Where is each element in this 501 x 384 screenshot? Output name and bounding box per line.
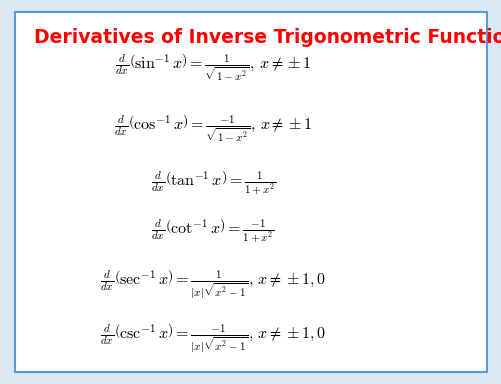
Text: $\frac{d}{dx}\left(\tan^{-1}x\right)=\frac{1}{1+x^2}$: $\frac{d}{dx}\left(\tan^{-1}x\right)=\fr… <box>150 169 276 197</box>
Text: $\frac{d}{dx}\left(\sin^{-1}x\right)=\frac{1}{\sqrt{1-x^2}},\,x\neq\pm1$: $\frac{d}{dx}\left(\sin^{-1}x\right)=\fr… <box>115 52 311 83</box>
Text: $\frac{d}{dx}\left(\cot^{-1}x\right)=\frac{-1}{1+x^2}$: $\frac{d}{dx}\left(\cot^{-1}x\right)=\fr… <box>151 217 275 245</box>
Text: $\frac{d}{dx}\left(\csc^{-1}x\right)=\frac{-1}{|x|\sqrt{x^2-1}},\,x\neq\pm1,0$: $\frac{d}{dx}\left(\csc^{-1}x\right)=\fr… <box>100 322 326 354</box>
Text: $\frac{d}{dx}\left(\cos^{-1}x\right)=\frac{-1}{\sqrt{1-x^2}},\,x\neq\pm1$: $\frac{d}{dx}\left(\cos^{-1}x\right)=\fr… <box>114 114 312 144</box>
Text: $\frac{d}{dx}\left(\sec^{-1}x\right)=\frac{1}{|x|\sqrt{x^2-1}},\,x\neq\pm1,0$: $\frac{d}{dx}\left(\sec^{-1}x\right)=\fr… <box>100 268 326 300</box>
FancyBboxPatch shape <box>15 12 486 372</box>
Text: Derivatives of Inverse Trigonometric Functions: Derivatives of Inverse Trigonometric Fun… <box>34 28 501 47</box>
